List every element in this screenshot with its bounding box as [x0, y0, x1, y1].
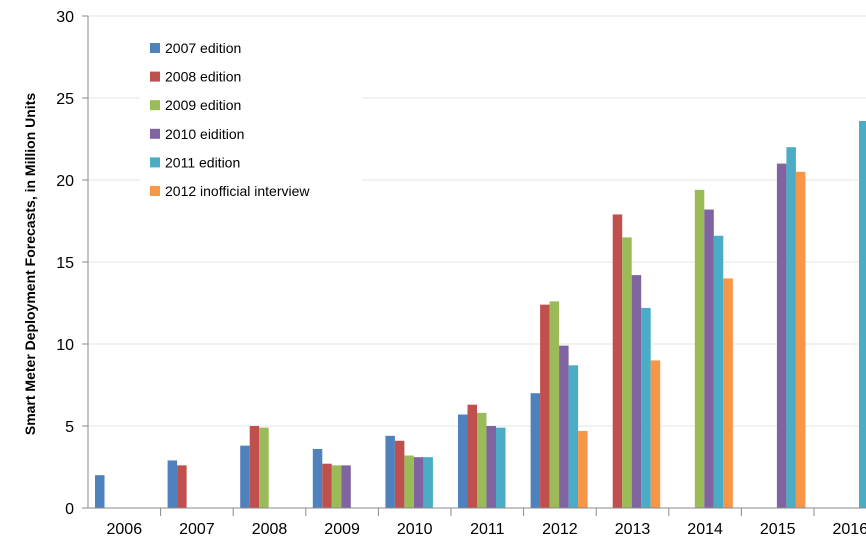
bar-2010-eidition-2013 [631, 275, 642, 508]
x-tick-label: 2014 [687, 521, 723, 538]
legend-label: 2011 edition [165, 154, 240, 170]
bar-2011-edition-2016 [859, 120, 866, 509]
bar-2009-edition-2010 [404, 455, 414, 508]
legend-swatch [150, 100, 160, 111]
bar-2007-edition-2012 [530, 393, 541, 508]
legend-label: 2008 edition [165, 69, 241, 85]
bar-2011-edition-2014 [713, 235, 724, 508]
x-tick-label: 2007 [179, 521, 215, 538]
y-axis-title: Smart Meter Deployment Forecasts, in Mil… [22, 93, 38, 436]
bar-2011-edition-2011 [496, 427, 506, 508]
bar-2007-edition-2007 [167, 460, 178, 508]
legend-swatch [150, 128, 160, 139]
bar-2007-edition-2010 [385, 435, 395, 508]
bar-2011-edition-2010 [423, 457, 433, 508]
bar-2008-edition-2010 [394, 440, 405, 508]
bar-2009-edition-2008 [259, 427, 269, 508]
x-tick-label: 2011 [470, 521, 505, 538]
x-tick-label: 2016 [833, 521, 866, 538]
bar-2009-edition-2012 [549, 301, 560, 508]
bar-2012-inofficial-interview-2013 [650, 360, 661, 508]
bar-2008-edition-2011 [467, 404, 477, 508]
legend-label: 2007 edition [165, 40, 241, 56]
x-tick-label: 2006 [107, 521, 143, 538]
bar-2011-edition-2015 [786, 147, 796, 508]
bar-2008-edition-2012 [540, 304, 550, 508]
bar-2007-edition-2009 [312, 448, 323, 508]
y-tick-label: 20 [56, 173, 74, 190]
axis-labels: 0 5 10 15 20 25 30 2006 2007 2008 2009 2010 2011 2012… [56, 9, 866, 538]
bar-2010-eidition-2015 [776, 163, 787, 508]
axes [82, 15, 866, 516]
y-tick-label: 10 [56, 337, 74, 354]
legend-swatch [150, 43, 160, 53]
x-tick-label: 2013 [615, 521, 651, 538]
x-tick-label: 2012 [542, 521, 578, 538]
bar-2009-edition-2009 [331, 465, 342, 508]
bars [95, 120, 866, 509]
bar-2010-eidition-2009 [341, 465, 351, 508]
x-tick-label: 2015 [760, 521, 796, 538]
bar-2010-eidition-2011 [486, 426, 496, 508]
legend-label: 2009 edition [165, 97, 241, 113]
legend: 2007 edition 2008 edition 2009 edition 2010… [140, 34, 362, 212]
legend-swatch [150, 71, 160, 82]
bar-2010-eidition-2010 [413, 457, 424, 508]
x-tick-label: 2008 [252, 521, 288, 538]
y-tick-label: 15 [56, 255, 74, 272]
bar-2007-edition-2006 [95, 475, 105, 508]
y-tick-label: 5 [65, 419, 74, 436]
x-tick-label: 2009 [324, 521, 360, 538]
bar-2011-edition-2013 [641, 307, 651, 508]
legend-label: 2012 inofficial interview [165, 183, 310, 199]
legend-label: 2010 eidition [165, 126, 244, 142]
bar-2008-edition-2008 [249, 426, 260, 508]
bar-2008-edition-2009 [322, 463, 332, 508]
y-tick-label: 30 [56, 9, 74, 26]
bar-2007-edition-2011 [458, 414, 468, 508]
bar-2009-edition-2013 [622, 237, 632, 508]
bar-2011-edition-2012 [568, 365, 579, 508]
bar-2012-inofficial-interview-2015 [795, 171, 806, 509]
bar-2008-edition-2013 [612, 214, 623, 508]
bar-2012-inofficial-interview-2014 [723, 278, 733, 508]
bar-2009-edition-2014 [694, 189, 705, 508]
bar-2009-edition-2011 [477, 412, 487, 508]
y-tick-label: 25 [56, 91, 74, 108]
legend-background [140, 34, 362, 212]
legend-swatch [150, 157, 160, 168]
x-tick-label: 2010 [397, 521, 433, 538]
bar-2010-eidition-2014 [704, 209, 714, 508]
bar-2012-inofficial-interview-2012 [578, 430, 588, 508]
bar-2008-edition-2007 [177, 465, 187, 508]
bar-2010-eidition-2012 [559, 345, 569, 508]
y-tick-label: 0 [65, 501, 74, 518]
bar-2007-edition-2008 [240, 445, 250, 508]
legend-swatch [150, 186, 160, 196]
